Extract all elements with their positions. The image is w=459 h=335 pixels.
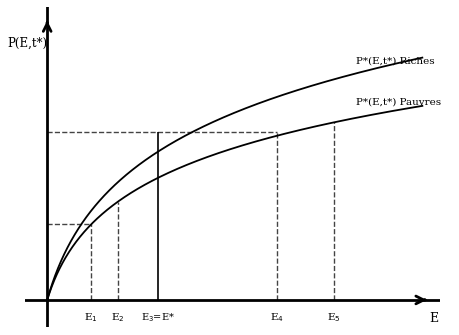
Text: E$_3$=E*: E$_3$=E*: [140, 311, 174, 324]
Text: P*(E,t*) Pauvres: P*(E,t*) Pauvres: [355, 97, 440, 107]
Text: E: E: [428, 312, 437, 325]
Text: E$_5$: E$_5$: [326, 311, 340, 324]
Text: E$_2$: E$_2$: [111, 311, 124, 324]
Text: E$_1$: E$_1$: [84, 311, 98, 324]
Text: E$_4$: E$_4$: [269, 311, 283, 324]
Text: P(E,t*): P(E,t*): [7, 37, 47, 50]
Text: P*(E,t*) Riches: P*(E,t*) Riches: [355, 57, 434, 66]
